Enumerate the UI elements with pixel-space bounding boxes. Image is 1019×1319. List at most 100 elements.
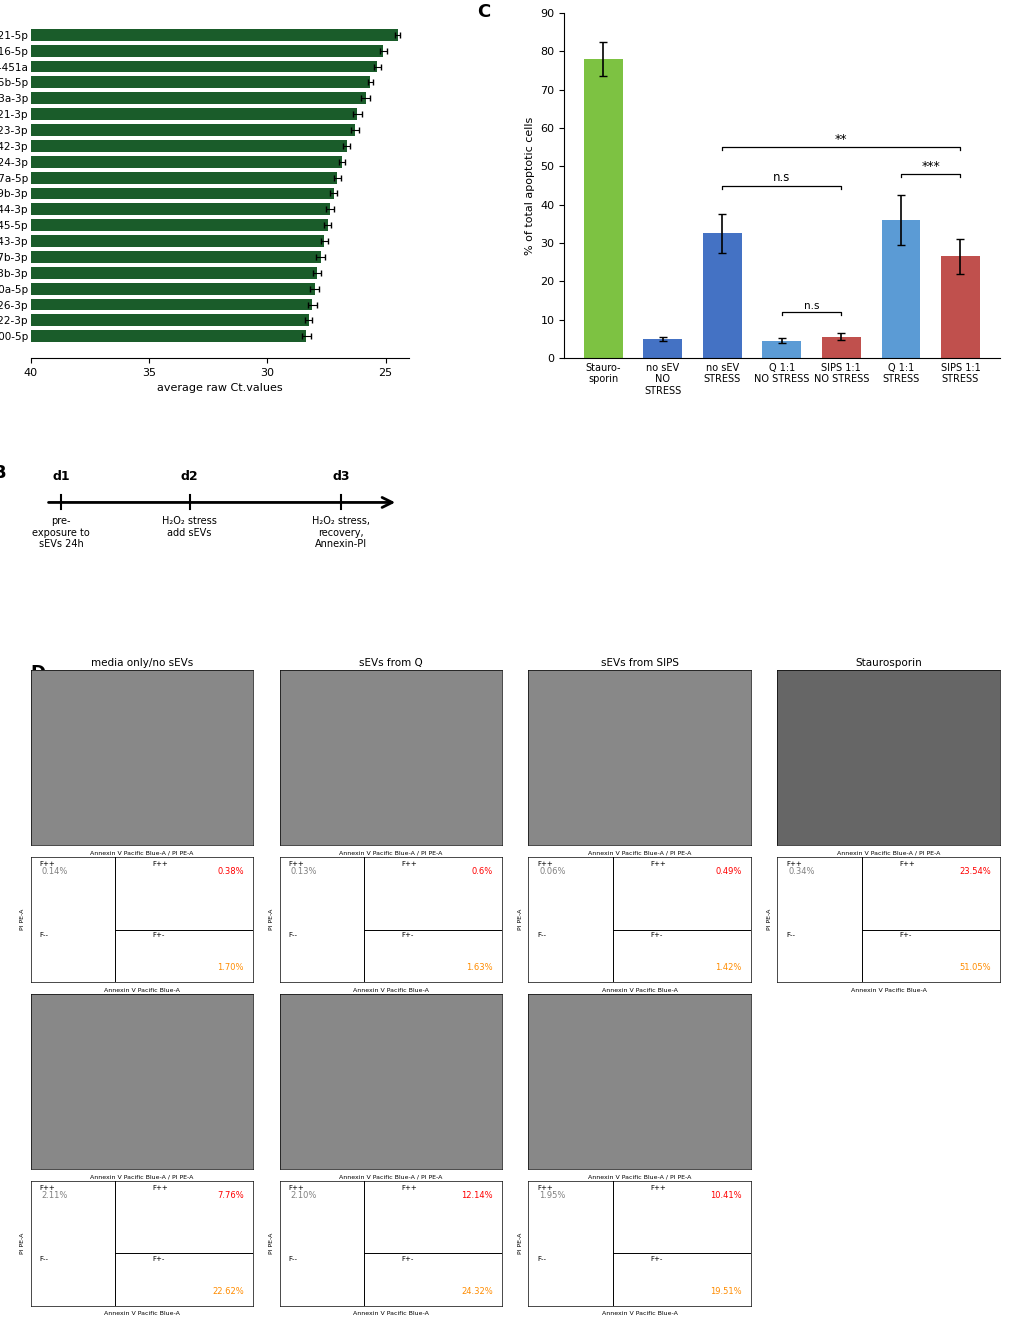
Text: F+-: F+- [650, 933, 662, 938]
X-axis label: Annexin V Pacific Blue-A: Annexin V Pacific Blue-A [104, 988, 179, 993]
Text: ***: *** [920, 160, 940, 173]
Y-axis label: PI PE-A: PI PE-A [518, 909, 523, 930]
Text: H₂O₂ stress,
recovery,
Annexin-PI: H₂O₂ stress, recovery, Annexin-PI [312, 516, 370, 549]
X-axis label: Annexin V Pacific Blue-A: Annexin V Pacific Blue-A [353, 988, 428, 993]
Text: 10.41%: 10.41% [709, 1191, 741, 1200]
Text: 22.62%: 22.62% [212, 1287, 244, 1295]
Text: F++: F++ [153, 861, 168, 867]
Text: d1: d1 [52, 470, 69, 483]
X-axis label: average raw Ct.values: average raw Ct.values [157, 383, 282, 393]
Text: F--: F-- [786, 933, 795, 938]
Text: pre-
exposure to
sEVs 24h: pre- exposure to sEVs 24h [32, 516, 90, 549]
Bar [31, 298, 312, 310]
Title: Annexin V Pacific Blue-A / PI PE-A: Annexin V Pacific Blue-A / PI PE-A [587, 1174, 691, 1179]
Bar [31, 61, 377, 73]
Text: 0.13%: 0.13% [290, 867, 317, 876]
Title: sEVs from SIPS: sEVs from SIPS [600, 658, 678, 669]
Title: Annexin V Pacific Blue-A / PI PE-A: Annexin V Pacific Blue-A / PI PE-A [587, 851, 691, 855]
Text: F++: F++ [40, 1184, 55, 1191]
Text: C: C [477, 3, 490, 21]
Bar [31, 156, 341, 168]
Bar [31, 187, 333, 199]
Text: F+-: F+- [899, 933, 911, 938]
Text: d3: d3 [332, 470, 350, 483]
Bar [31, 330, 306, 342]
Bar [31, 29, 397, 41]
Title: media only/no sEVs: media only/no sEVs [91, 658, 193, 669]
Text: n.s: n.s [772, 171, 790, 185]
Text: **: ** [835, 133, 847, 146]
Y-axis label: PI PE-A: PI PE-A [269, 1233, 274, 1254]
Text: 0.6%: 0.6% [471, 867, 492, 876]
Y-axis label: % of total apoptotic cells: % of total apoptotic cells [524, 116, 534, 255]
Text: F--: F-- [537, 933, 546, 938]
Text: F++: F++ [153, 1184, 168, 1191]
Text: F++: F++ [650, 861, 665, 867]
Text: 2.11%: 2.11% [42, 1191, 68, 1200]
Text: n.s: n.s [803, 301, 818, 311]
Text: 0.14%: 0.14% [42, 867, 68, 876]
Y-axis label: PI PE-A: PI PE-A [20, 1233, 25, 1254]
Text: 0.49%: 0.49% [714, 867, 741, 876]
Text: 24.32%: 24.32% [461, 1287, 492, 1295]
Text: 1.95%: 1.95% [539, 1191, 566, 1200]
Text: F++: F++ [288, 861, 304, 867]
Bar [31, 282, 314, 294]
Text: F++: F++ [899, 861, 914, 867]
Bar [643, 339, 682, 357]
Text: 51.05%: 51.05% [958, 963, 989, 972]
Y-axis label: PI PE-A: PI PE-A [269, 909, 274, 930]
Bar [31, 314, 309, 326]
Bar [880, 220, 919, 357]
Title: Annexin V Pacific Blue-A / PI PE-A: Annexin V Pacific Blue-A / PI PE-A [90, 1174, 194, 1179]
Title: Annexin V Pacific Blue-A / PI PE-A: Annexin V Pacific Blue-A / PI PE-A [338, 851, 442, 855]
Text: 12.14%: 12.14% [461, 1191, 492, 1200]
X-axis label: Annexin V Pacific Blue-A: Annexin V Pacific Blue-A [104, 1311, 179, 1316]
Bar [31, 108, 357, 120]
Text: D: D [31, 663, 46, 682]
Text: F--: F-- [40, 933, 49, 938]
X-axis label: Annexin V Pacific Blue-A: Annexin V Pacific Blue-A [850, 988, 925, 993]
Bar [31, 140, 346, 152]
Text: 19.51%: 19.51% [709, 1287, 741, 1295]
Bar [31, 266, 317, 278]
Text: 0.06%: 0.06% [539, 867, 566, 876]
Title: Staurosporin: Staurosporin [854, 658, 921, 669]
Bar [31, 45, 383, 57]
Text: F--: F-- [40, 1256, 49, 1262]
Text: F--: F-- [288, 933, 298, 938]
Text: F--: F-- [537, 1256, 546, 1262]
Text: 2.10%: 2.10% [290, 1191, 317, 1200]
Text: 7.76%: 7.76% [217, 1191, 244, 1200]
Text: 1.70%: 1.70% [217, 963, 244, 972]
Text: d2: d2 [180, 470, 199, 483]
Text: F++: F++ [288, 1184, 304, 1191]
Text: B: B [0, 464, 6, 481]
Bar [31, 235, 324, 247]
Text: F++: F++ [650, 1184, 665, 1191]
Text: 0.38%: 0.38% [217, 867, 244, 876]
Bar [31, 124, 355, 136]
Text: F++: F++ [537, 861, 552, 867]
X-axis label: Annexin V Pacific Blue-A: Annexin V Pacific Blue-A [353, 1311, 428, 1316]
Bar [31, 171, 337, 183]
Bar [941, 256, 979, 357]
Text: F++: F++ [401, 1184, 417, 1191]
Y-axis label: PI PE-A: PI PE-A [766, 909, 771, 930]
Y-axis label: PI PE-A: PI PE-A [20, 909, 25, 930]
Title: Annexin V Pacific Blue-A / PI PE-A: Annexin V Pacific Blue-A / PI PE-A [836, 851, 940, 855]
Bar [31, 92, 365, 104]
Title: Annexin V Pacific Blue-A / PI PE-A: Annexin V Pacific Blue-A / PI PE-A [90, 851, 194, 855]
FancyArrowPatch shape [49, 497, 391, 508]
Title: sEVs from Q: sEVs from Q [359, 658, 422, 669]
Text: F+-: F+- [401, 933, 414, 938]
Text: F+-: F+- [153, 933, 165, 938]
Text: F--: F-- [288, 1256, 298, 1262]
Bar [702, 233, 741, 357]
Text: F++: F++ [537, 1184, 552, 1191]
Bar [31, 203, 330, 215]
Text: H₂O₂ stress
add sEVs: H₂O₂ stress add sEVs [162, 516, 217, 538]
Text: 1.63%: 1.63% [466, 963, 492, 972]
Bar [583, 59, 622, 357]
Text: F++: F++ [786, 861, 801, 867]
